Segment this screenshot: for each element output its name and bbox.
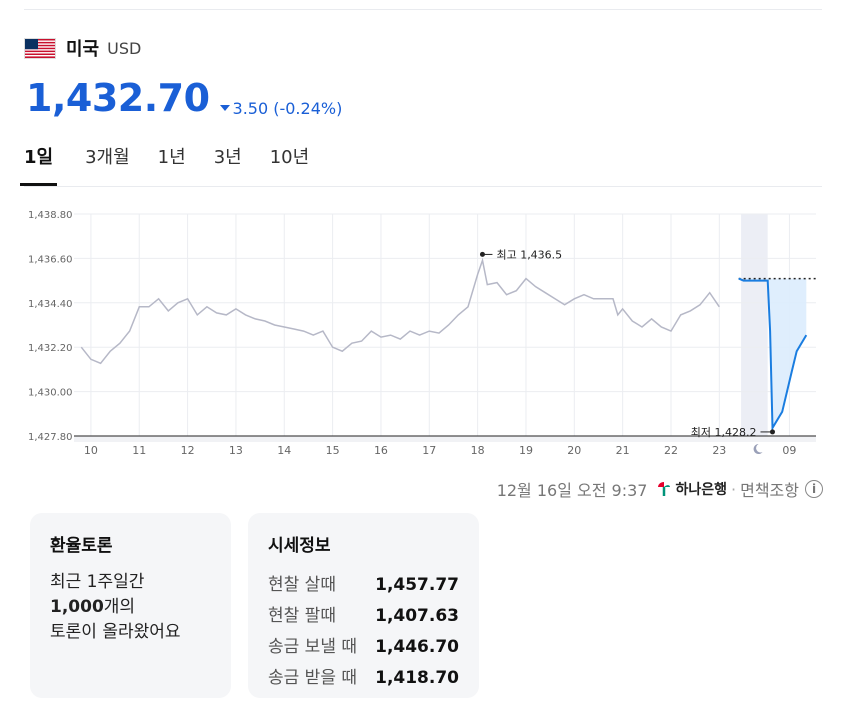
x-tick-label: 14 (277, 444, 291, 457)
x-tick-label: 13 (229, 444, 243, 457)
y-tick-label: 1,436.60 (28, 254, 73, 265)
x-tick-label: 15 (326, 444, 340, 457)
remit-receive-label: 송금 받을 때 (268, 668, 358, 688)
y-tick-label: 1,438.80 (28, 210, 73, 221)
today-series-line (738, 277, 808, 432)
chart-footer: 12월 16일 오전 9:37 하나은행 · 면책조항 i (497, 477, 823, 501)
today-series-fill (738, 278, 807, 428)
x-tick-label: 16 (374, 444, 388, 457)
period-tabs: 1일 3개월 1년 3년 10년 (20, 143, 337, 186)
discussion-line-1: 최근 1주일간 (50, 572, 145, 592)
discussion-line-2: 1,000개의 (50, 595, 211, 620)
rate-chart[interactable]: 1,438.80 1,436.60 1,434.40 1,432.20 1,430.00… (24, 200, 822, 466)
down-arrow-icon (219, 105, 230, 111)
x-tick-label: 12 (181, 444, 195, 457)
discussion-count-suffix: 개의 (103, 597, 136, 617)
cash-sell-value: 1,407.63 (375, 606, 459, 626)
x-tick-label: 17 (422, 444, 436, 457)
tab-3m[interactable]: 3개월 (85, 147, 130, 168)
update-timestamp: 12월 16일 오전 9:37 (496, 481, 648, 500)
y-tick-label: 1,434.40 (28, 299, 73, 310)
tab-3y[interactable]: 3년 (213, 147, 242, 168)
rate-row: 1,432.70 3.50 (-0.24%) (26, 76, 342, 120)
rate-change-value: 3.50 (-0.24%) (232, 98, 343, 118)
market-row: 현찰 팔때 1,407.63 (268, 601, 459, 632)
currency-code: USD (107, 38, 142, 58)
tab-divider (24, 186, 822, 187)
tab-1d[interactable]: 1일 (20, 143, 58, 186)
x-tick-label: 21 (616, 444, 630, 457)
y-tick-label: 1,430.00 (28, 388, 73, 399)
bank-name: 하나은행 (675, 482, 728, 498)
y-tick-label: 1,427.80 (28, 432, 73, 443)
info-icon[interactable]: i (805, 480, 823, 498)
x-axis-band (74, 436, 816, 442)
tab-10y[interactable]: 10년 (269, 147, 310, 168)
x-tick-label: 09 (782, 444, 796, 457)
remit-send-value: 1,446.70 (375, 637, 459, 657)
market-row: 현찰 살때 1,457.77 (268, 570, 459, 601)
country-name: 미국 (66, 39, 100, 60)
x-tick-label: 19 (519, 444, 533, 457)
x-tick-label: 18 (471, 444, 485, 457)
market-row: 송금 보낼 때 1,446.70 (268, 632, 459, 663)
top-divider (24, 9, 822, 10)
x-tick-label: 11 (132, 444, 146, 457)
market-info-card[interactable]: 시세정보 현찰 살때 1,457.77 현찰 팔때 1,407.63 송금 보낼… (248, 513, 479, 698)
night-band (741, 214, 768, 436)
rate-chart-svg: 1,438.80 1,436.60 1,434.40 1,432.20 1,430.00… (28, 210, 816, 457)
remit-send-label: 송금 보낼 때 (268, 637, 358, 657)
discussion-card[interactable]: 환율토론 최근 1주일간 1,000개의 토론이 올라왔어요 (30, 513, 231, 698)
cash-sell-label: 현찰 팔때 (268, 606, 336, 626)
high-point-label: 최고 1,436.5 (496, 248, 562, 261)
cash-buy-value: 1,457.77 (375, 575, 459, 595)
rate-change: 3.50 (-0.24%) (219, 98, 343, 118)
discussion-line-3: 토론이 올라왔어요 (50, 622, 181, 642)
y-tick-label: 1,432.20 (28, 343, 73, 354)
past-series-line (80, 257, 720, 365)
moon-icon (753, 444, 763, 454)
us-flag-icon (24, 37, 56, 59)
x-tick-label: 20 (567, 444, 581, 457)
cash-buy-label: 현찰 살때 (268, 575, 336, 595)
x-tick-label: 22 (664, 444, 678, 457)
tab-1y[interactable]: 1년 (157, 147, 186, 168)
currency-header: 미국 USD (24, 36, 141, 60)
hana-bank-icon (658, 482, 671, 496)
low-point-label: 최저 1,428.2 (691, 426, 757, 439)
remit-receive-value: 1,418.70 (375, 668, 459, 688)
exchange-rate: 1,432.70 (26, 76, 210, 120)
market-info-title: 시세정보 (268, 536, 331, 556)
x-tick-label: 23 (712, 444, 726, 457)
x-tick-label: 10 (84, 444, 98, 457)
disclaimer-link[interactable]: 면책조항 (740, 481, 799, 500)
discussion-count: 1,000 (50, 597, 104, 617)
separator-dot: · (731, 479, 737, 499)
market-row: 송금 받을 때 1,418.70 (268, 663, 459, 694)
discussion-title: 환율토론 (50, 536, 113, 556)
